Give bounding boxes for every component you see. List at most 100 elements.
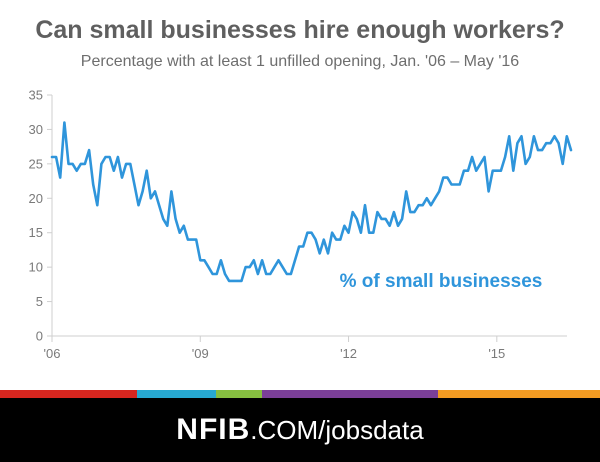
- data-point: [347, 232, 350, 234]
- data-point: [434, 197, 436, 199]
- data-point: [76, 170, 78, 172]
- data-point: [455, 183, 457, 186]
- y-tick-label: 30: [29, 122, 43, 137]
- x-axis: '06 '09 '12 '15: [44, 335, 567, 361]
- data-point: [533, 135, 535, 137]
- data-point: [100, 163, 102, 165]
- data-point: [113, 170, 115, 172]
- data-point: [207, 266, 210, 268]
- stripe-green: [216, 390, 262, 398]
- data-point: [327, 252, 329, 254]
- line-chart: 0 5 10 15 20 25 30 35 '06 '09 '12 '15 % of small b…: [29, 88, 573, 361]
- data-point: [162, 218, 164, 220]
- data-point: [117, 156, 119, 158]
- brand-link[interactable]: NFIB.COM/jobsdata: [176, 413, 423, 447]
- data-point: [290, 273, 292, 275]
- data-point: [492, 170, 494, 172]
- y-tick-label: 20: [29, 191, 43, 206]
- data-point: [343, 225, 345, 227]
- data-point: [203, 259, 205, 261]
- data-point: [520, 135, 523, 137]
- y-tick-label: 35: [29, 88, 43, 103]
- data-point: [125, 163, 127, 165]
- data-point: [191, 239, 193, 241]
- data-point: [245, 266, 247, 268]
- data-point: [63, 121, 65, 124]
- data-point: [212, 273, 214, 275]
- data-point: [269, 273, 271, 275]
- data-point: [525, 163, 527, 165]
- data-point: [376, 211, 378, 213]
- data-point: [368, 232, 370, 234]
- data-point: [500, 170, 502, 172]
- data-point: [109, 156, 111, 158]
- x-tick-label: '09: [192, 346, 209, 361]
- data-point: [331, 232, 333, 234]
- stripe-red: [0, 390, 137, 398]
- data-point: [549, 142, 552, 144]
- data-point: [360, 232, 362, 234]
- data-point: [306, 232, 308, 234]
- color-stripe: [0, 390, 600, 398]
- data-point: [438, 190, 440, 192]
- data-point: [496, 170, 498, 172]
- data-point: [232, 280, 234, 282]
- data-point: [339, 239, 341, 241]
- data-point: [298, 245, 300, 248]
- data-point: [319, 252, 321, 254]
- data-point: [352, 211, 354, 213]
- data-point: [475, 170, 477, 172]
- data-point: [405, 190, 407, 192]
- brand-url: .COM/jobsdata: [250, 415, 424, 445]
- data-point: [158, 204, 160, 206]
- data-point: [537, 149, 539, 151]
- data-point: [265, 273, 267, 275]
- y-tick-label: 25: [29, 156, 43, 171]
- data-point: [80, 163, 82, 165]
- data-point: [236, 280, 238, 282]
- data-point: [315, 239, 317, 241]
- data-point: [273, 266, 275, 268]
- data-point: [302, 245, 304, 248]
- data-point: [483, 156, 486, 158]
- data-point: [129, 163, 131, 165]
- y-tick-label: 5: [36, 294, 43, 309]
- data-point: [67, 163, 70, 165]
- data-point: [220, 259, 222, 261]
- footer-bar: NFIB.COM/jobsdata: [0, 398, 600, 462]
- data-point: [380, 218, 383, 220]
- data-point: [72, 163, 74, 165]
- data-point: [450, 183, 453, 186]
- y-axis: 0 5 10 15 20 25 30 35: [29, 88, 53, 344]
- data-points: [51, 121, 572, 282]
- data-point: [92, 183, 94, 186]
- data-point: [504, 156, 506, 158]
- data-point: [96, 204, 98, 206]
- data-point: [562, 163, 564, 165]
- data-point: [216, 273, 218, 275]
- data-point: [426, 197, 428, 199]
- x-tick-label: '12: [340, 346, 357, 361]
- data-point: [249, 266, 251, 268]
- chart-subtitle: Percentage with at least 1 unfilled open…: [80, 53, 520, 70]
- data-point: [170, 190, 172, 192]
- data-point: [356, 218, 358, 220]
- data-point: [541, 149, 543, 151]
- y-tick-label: 0: [36, 329, 43, 344]
- data-point: [121, 177, 123, 179]
- data-point: [430, 204, 432, 206]
- data-point: [323, 239, 325, 241]
- data-point: [154, 190, 156, 192]
- data-point: [393, 211, 395, 213]
- data-point: [418, 204, 420, 206]
- data-point: [335, 239, 337, 241]
- data-point: [558, 142, 560, 144]
- data-point: [240, 280, 243, 282]
- data-point: [516, 142, 519, 144]
- data-point: [545, 142, 547, 144]
- data-point: [467, 170, 469, 172]
- data-point: [463, 170, 465, 172]
- series-annotation: % of small businesses: [340, 271, 543, 292]
- stripe-purple: [262, 390, 438, 398]
- stripe-orange: [438, 390, 600, 398]
